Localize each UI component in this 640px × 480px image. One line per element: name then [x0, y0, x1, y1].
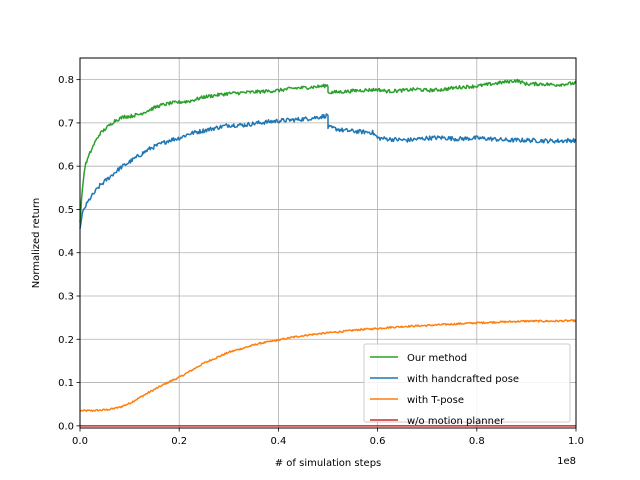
y-tick-label: 0.5 [58, 205, 74, 216]
x-axis-ticks: 0.0 0.2 0.4 0.6 0.8 1.0 [72, 428, 584, 447]
plot-frame [79, 57, 577, 429]
series-layer [79, 78, 577, 427]
y-tick-label: 0.6 [58, 162, 74, 173]
y-axis-ticks: 0.0 0.1 0.2 0.3 0.4 0.5 0.6 0.7 0.8 [58, 75, 80, 432]
series-line [79, 78, 577, 223]
x-tick-label: 1.0 [568, 436, 584, 447]
x-axis-offset-label: 1e8 [557, 456, 576, 467]
x-tick-label: 0.4 [270, 436, 286, 447]
x-tick-label: 0.8 [469, 436, 485, 447]
y-axis-label: Normalized return [31, 198, 42, 288]
series-line [80, 319, 577, 413]
legend-entry: w/o motion planner [407, 416, 505, 427]
y-tick-label: 0.8 [58, 75, 74, 86]
x-tick-label: 0.6 [370, 436, 386, 447]
x-axis-label: # of simulation steps [275, 458, 382, 469]
legend-entry: with T-pose [407, 395, 464, 406]
y-tick-label: 0.3 [58, 292, 74, 303]
x-tick-label: 0.2 [171, 436, 187, 447]
y-tick-label: 0.1 [58, 378, 74, 389]
legend-entry: Our method [407, 353, 467, 364]
legend-entry: with handcrafted pose [407, 374, 519, 385]
y-tick-label: 0.2 [58, 335, 74, 346]
legend: Our method with handcrafted pose with T-po… [363, 343, 571, 427]
series-line [79, 113, 577, 230]
y-tick-label: 0.7 [58, 118, 74, 129]
x-tick-label: 0.0 [72, 436, 88, 447]
y-tick-label: 0.0 [58, 421, 74, 432]
legend-box [363, 343, 571, 423]
y-tick-label: 0.4 [58, 248, 74, 259]
